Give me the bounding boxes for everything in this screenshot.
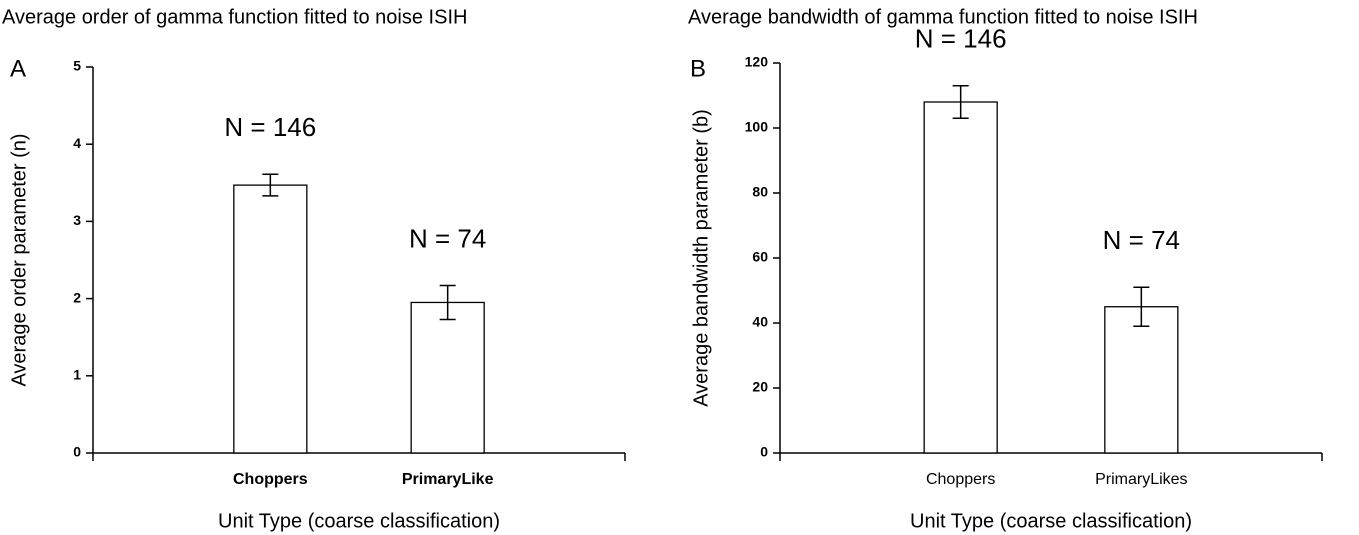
y-tick-label: 0: [73, 444, 81, 460]
panel-label: B: [690, 55, 706, 82]
chart-title: Average bandwidth of gamma function fitt…: [688, 6, 1198, 28]
bar: [923, 101, 998, 454]
y-tick-label: 3: [73, 212, 81, 228]
y-tick-label: 2: [73, 289, 81, 305]
x-tick-label: Choppers: [233, 471, 308, 488]
y-tick-label: 20: [752, 379, 768, 395]
bar: [233, 184, 308, 454]
y-tick-label: 80: [752, 184, 768, 200]
error-bar: [1133, 286, 1150, 327]
chart-title: Average order of gamma function fitted t…: [2, 6, 467, 28]
y-tick-label: 5: [73, 58, 81, 74]
x-tick-label: PrimaryLike: [402, 471, 494, 488]
panel-label: A: [10, 55, 26, 82]
y-tick-label: 0: [760, 444, 768, 460]
x-axis-label: Unit Type (coarse classification): [218, 510, 500, 532]
annotation: N = 146: [915, 24, 1007, 54]
y-tick-label: 1: [73, 367, 81, 383]
y-tick-label: 100: [745, 119, 769, 135]
y-tick-label: 60: [752, 249, 768, 265]
x-tick-label: PrimaryLikes: [1095, 471, 1187, 488]
y-axis-label: Average order parameter (n): [8, 133, 30, 386]
x-tick-label: Choppers: [926, 471, 995, 488]
y-tick-label: 40: [752, 314, 768, 330]
annotation: N = 146: [224, 112, 316, 142]
error-bar: [952, 85, 969, 119]
bar: [410, 301, 485, 454]
y-tick-label: 4: [73, 135, 81, 151]
error-bar: [439, 284, 456, 321]
error-bar: [262, 173, 279, 197]
y-axis-label: Average bandwidth parameter (b): [690, 109, 712, 407]
x-axis-label: Unit Type (coarse classification): [910, 510, 1192, 532]
annotation: N = 74: [1103, 225, 1180, 255]
bar: [1104, 306, 1179, 454]
y-tick-label: 120: [745, 54, 769, 70]
annotation: N = 74: [409, 223, 486, 253]
